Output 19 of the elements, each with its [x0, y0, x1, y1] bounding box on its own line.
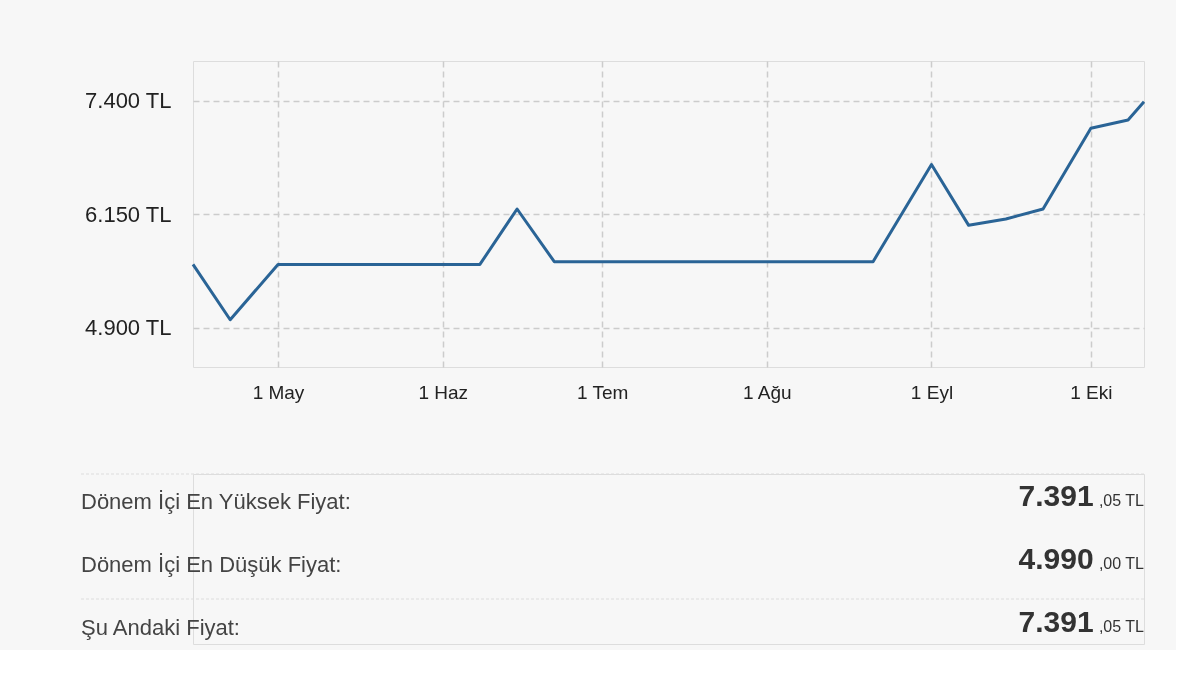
x-tick-label: 1 Ağu — [742, 381, 792, 403]
x-tick-label: 1 May — [252, 381, 305, 403]
x-tick-label: 1 Tem — [576, 381, 629, 403]
text: Dönem İçi En Düşük Fiyat: — [81, 552, 342, 577]
text: 7.391 — [1018, 605, 1094, 638]
text: ,00 TL — [1098, 555, 1145, 572]
y-tick-label: 6.150 TL — [85, 201, 172, 227]
text: Şu Andaki Fiyat: — [81, 615, 240, 640]
text: Dönem İçi En Yüksek Fiyat: — [81, 489, 351, 514]
line-series — [191, 100, 1146, 322]
text: 7.391 — [1018, 479, 1094, 512]
x-tick-label: 1 Eyl — [910, 381, 954, 403]
x-tick-label: 1 Haz — [418, 381, 469, 403]
x-tick-label: 1 Eki — [1070, 381, 1113, 403]
text: 4.990 — [1018, 542, 1094, 575]
text: ,05 TL — [1098, 618, 1145, 635]
text: ,05 TL — [1098, 492, 1145, 509]
y-tick-label: 4.900 TL — [85, 315, 172, 341]
y-tick-label: 7.400 TL — [85, 88, 172, 114]
